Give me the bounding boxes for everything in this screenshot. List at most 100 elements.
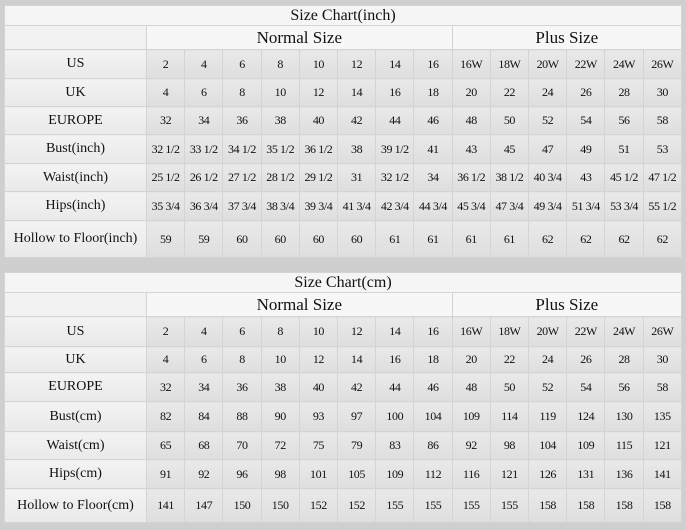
table-cell: 22W [566,49,606,79]
size-chart-cm-table: Size Chart(cm) Normal Size Plus Size US 2 4 6 8… [4,272,683,523]
table-cell: 28 1/2 [260,163,300,192]
row-label: Hips(cm) [4,459,147,489]
table-cell: 6 [184,346,224,373]
table-cell: 24 [528,346,568,373]
table-cell: 43 [566,163,606,192]
table-cell: 62 [604,220,644,258]
table-cell: 28 [604,346,644,373]
table-cell: 92 [184,459,224,489]
table-cell: 115 [604,431,644,460]
table-title: Size Chart(inch) [4,5,682,26]
table-row: US 2 4 6 8 10 12 14 16 16W 18W 20W 22W 24W 26W [4,49,683,79]
table-cell: 6 [222,316,262,347]
table-cell: 42 [337,106,377,135]
table-cell: 131 [566,459,606,489]
row-label: US [4,49,147,79]
table-cell: 14 [375,49,415,79]
table-cell: 109 [451,401,491,432]
table-cell: 114 [489,401,530,432]
table-cell: 34 [184,106,224,135]
table-cell: 101 [298,459,339,489]
table-cell: 6 [222,49,262,79]
table-cell: 61 [375,220,415,258]
row-label: UK [4,78,147,107]
table-row: EUROPE 32 34 36 38 40 42 44 46 48 50 52 54 56 58 [4,372,683,402]
table-cell: 56 [604,372,644,402]
row-label: Hips(inch) [4,191,147,221]
table-cell: 104 [413,401,453,432]
table-row: Hollow to Floor(inch) 59 59 60 60 60 60 61 61 61 6… [4,220,683,258]
table-cell: 52 [528,106,568,135]
table-cell: 14 [337,78,377,107]
table-cell: 54 [566,372,606,402]
table-cell: 141 [145,488,186,523]
table-cell: 34 [184,372,224,402]
table-cell: 25 1/2 [145,163,186,192]
row-label: US [4,316,147,347]
table-cell: 152 [298,488,339,523]
table-cell: 150 [222,488,262,523]
table-cell: 41 3/4 [337,191,377,221]
table-cell: 152 [337,488,377,523]
table-cell: 18 [413,346,453,373]
table-cell: 24W [604,49,644,79]
group-header-normal-size: Normal Size [146,292,453,317]
table-cell: 109 [566,431,606,460]
table-cell: 16 [375,78,415,107]
table-cell: 105 [337,459,377,489]
table-cell: 16W [451,49,491,79]
table-row: US 2 4 6 8 10 12 14 16 16W 18W 20W 22W 24W 26W [4,316,683,347]
table-cell: 2 [145,316,186,347]
table-cell: 61 [451,220,491,258]
table-cell: 8 [222,78,262,107]
table-cell: 109 [375,459,415,489]
table-cell: 24 [528,78,568,107]
row-label: EUROPE [4,106,147,135]
table-cell: 16 [375,346,415,373]
table-cell: 43 [451,134,491,164]
table-cell: 50 [489,106,530,135]
table-cell: 61 [413,220,453,258]
table-cell: 126 [528,459,568,489]
table-cell: 97 [337,401,377,432]
table-cell: 60 [222,220,262,258]
table-cell: 30 [642,346,683,373]
table-cell: 14 [375,316,415,347]
table-row: Bust(cm) 82 84 88 90 93 97 100 104 109 114 119 124 13… [4,401,683,432]
table-cell: 26W [642,49,683,79]
table-cell: 86 [413,431,453,460]
row-label: EUROPE [4,372,147,402]
table-cell: 6 [184,78,224,107]
table-cell: 40 3/4 [528,163,568,192]
table-cell: 68 [184,431,224,460]
table-cell: 141 [642,459,683,489]
table-cell: 18W [489,49,530,79]
table-cell: 147 [184,488,224,523]
table-cell: 36 1/2 [451,163,491,192]
row-label: Bust(cm) [4,401,147,432]
table-row: Hollow to Floor(cm) 141 147 150 150 152 152 155… [4,488,683,523]
table-cell: 92 [451,431,491,460]
table-cell: 124 [566,401,606,432]
table-cell: 36 1/2 [298,134,339,164]
table-cell: 121 [642,431,683,460]
table-cell: 88 [222,401,262,432]
table-cell: 47 [528,134,568,164]
table-cell: 10 [298,49,339,79]
table-cell: 34 1/2 [222,134,262,164]
table-cell: 22W [566,316,606,347]
table-cell: 62 [642,220,683,258]
table-cell: 12 [298,78,339,107]
table-cell: 32 [145,106,186,135]
table-cell: 8 [222,346,262,373]
table-cell: 14 [337,346,377,373]
table-cell: 84 [184,401,224,432]
table-cell: 2 [145,49,186,79]
table-cell: 52 [528,372,568,402]
group-header-plus-size: Plus Size [451,292,683,317]
table-cell: 38 [337,134,377,164]
table-cell: 16W [451,316,491,347]
table-cell: 90 [260,401,300,432]
table-cell: 49 [566,134,606,164]
table-cell: 59 [145,220,186,258]
